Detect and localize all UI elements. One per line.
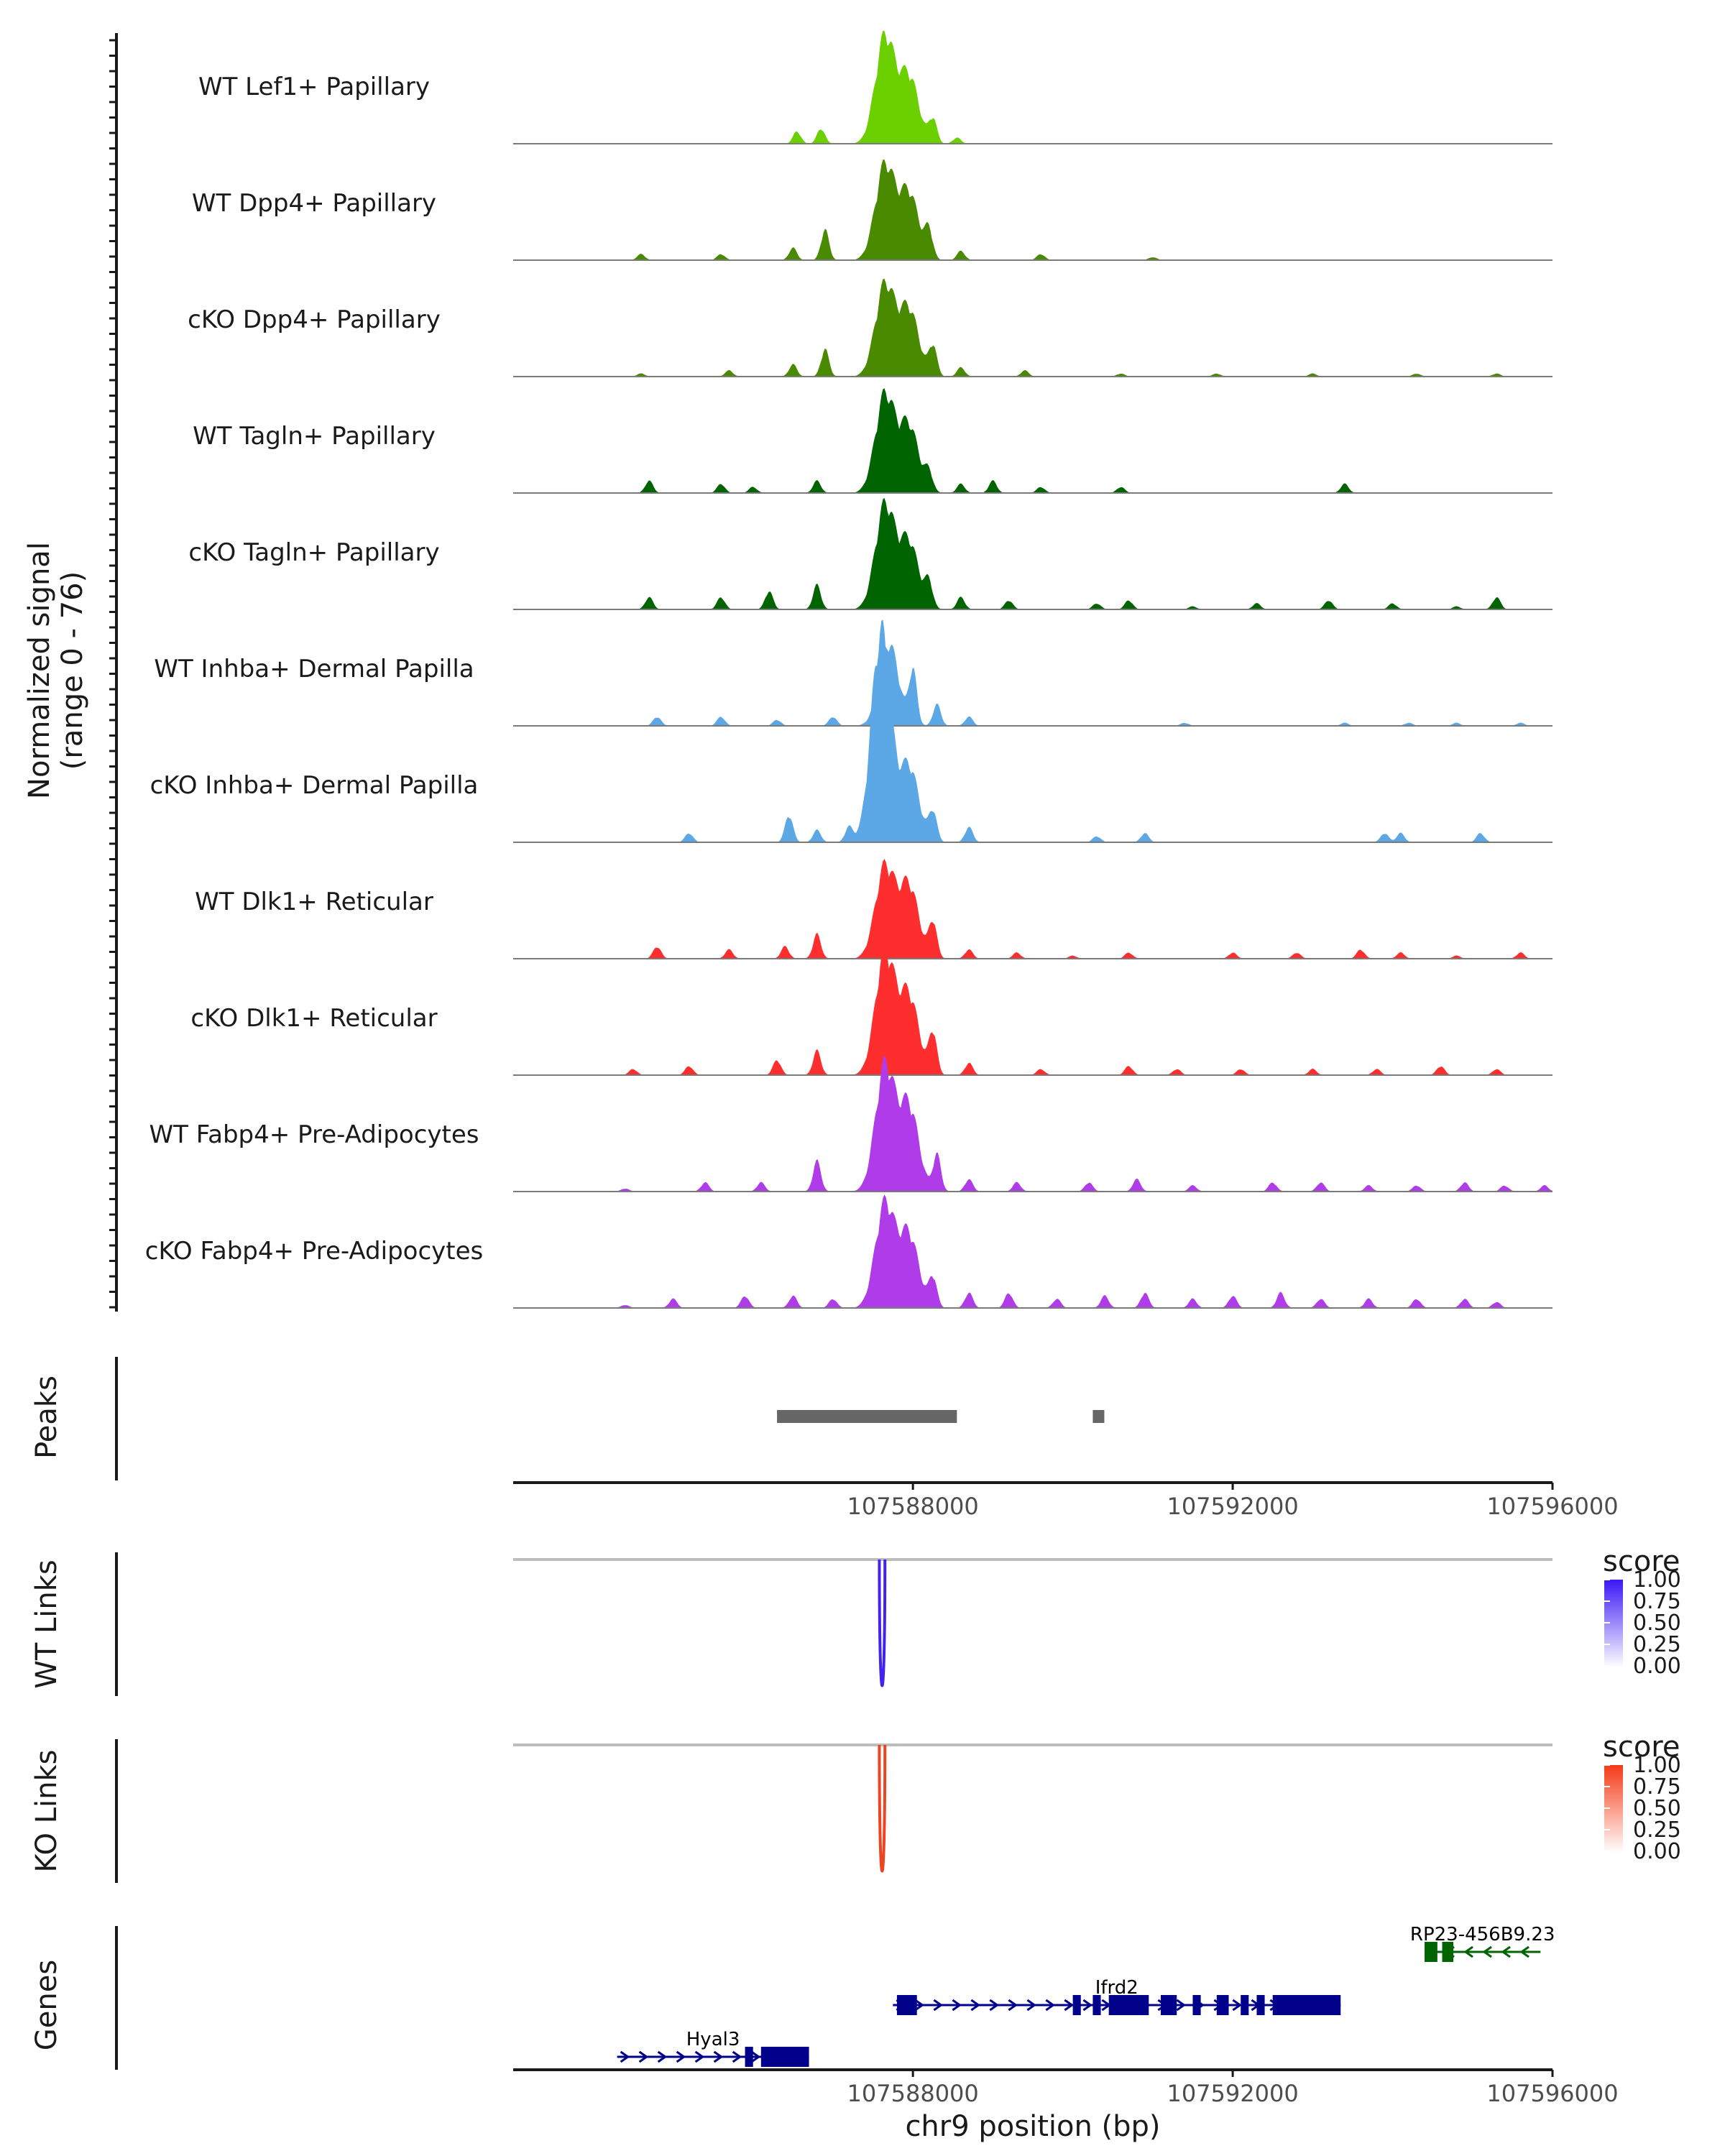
peak-bar bbox=[777, 1410, 957, 1423]
gene-strand-arrow bbox=[676, 2050, 686, 2063]
legend-tick-label: 0.75 bbox=[1633, 1774, 1681, 1800]
track-label: cKO Tagln+ Papillary bbox=[188, 538, 439, 567]
gene-name: RP23-456B9.23 bbox=[1410, 1924, 1555, 1945]
y-axis-label-line1: Normalized signal bbox=[23, 542, 56, 799]
x-tick-label: 107588000 bbox=[847, 1493, 979, 1520]
gene-strand-arrow bbox=[657, 2050, 668, 2063]
track-label: WT Lef1+ Papillary bbox=[198, 73, 430, 101]
gene-exon bbox=[1192, 1995, 1201, 2015]
gene-strand-arrow bbox=[694, 2050, 705, 2063]
peaks-label: Peaks bbox=[30, 1376, 63, 1459]
gene-strand-arrow bbox=[750, 2050, 761, 2063]
gene-name: Ifrd2 bbox=[1095, 1977, 1138, 1999]
y-axis-label-line2: (range 0 - 76) bbox=[56, 571, 89, 770]
peaks-panel: 107588000 107592000 107596000 bbox=[115, 1357, 1619, 1520]
gene-strand-arrow bbox=[1519, 1945, 1530, 1958]
gene-strand-arrow bbox=[1463, 1945, 1473, 1958]
legend-tick-label: 0.25 bbox=[1633, 1818, 1681, 1843]
gene-strand-arrow bbox=[1176, 1999, 1186, 2012]
gene-exon bbox=[1072, 1995, 1081, 2015]
gene-strand-arrow bbox=[1045, 1999, 1055, 2012]
gene-exon bbox=[896, 1995, 917, 2015]
coverage-area bbox=[513, 159, 1552, 260]
link-arc bbox=[878, 1744, 887, 1873]
gene-exon bbox=[1108, 1995, 1149, 2015]
track-label: WT Inhba+ Dermal Papilla bbox=[154, 655, 474, 683]
gene-name: Hyal3 bbox=[686, 2029, 740, 2050]
gene-strand-arrow bbox=[914, 1999, 924, 2012]
gene-exon bbox=[1442, 1942, 1454, 1962]
legend-title: score bbox=[1603, 1731, 1680, 1764]
legend-tick-label: 0.25 bbox=[1633, 1632, 1681, 1657]
x-tick-label: 107592000 bbox=[1167, 1493, 1298, 1520]
link-arc bbox=[878, 1559, 887, 1687]
x-tick-label: 107596000 bbox=[1486, 1493, 1618, 1520]
gene-exon bbox=[1241, 1995, 1249, 2015]
gene-strand-arrow bbox=[1008, 1999, 1018, 2012]
track-label: cKO Dpp4+ Papillary bbox=[188, 305, 441, 334]
track-label: WT Dlk1+ Reticular bbox=[195, 888, 433, 916]
legend-tick-label: 0.50 bbox=[1633, 1796, 1681, 1821]
legend-tick-label: 1.00 bbox=[1633, 1753, 1681, 1778]
legend-tick-label: 0.00 bbox=[1633, 1654, 1681, 1679]
gene-strand-arrow bbox=[1501, 1945, 1511, 1958]
x-tick-label: 107588000 bbox=[847, 2080, 979, 2107]
coverage-area bbox=[513, 278, 1552, 377]
coverage-area bbox=[513, 388, 1552, 493]
gene-strand-arrow bbox=[732, 2050, 742, 2063]
legend-tick-label: 0.50 bbox=[1633, 1611, 1681, 1636]
gene-exon bbox=[1092, 1995, 1101, 2015]
gene-strand-arrow bbox=[713, 2050, 724, 2063]
legend-tick-label: 1.00 bbox=[1633, 1567, 1681, 1593]
gene-strand-arrow bbox=[1232, 1999, 1242, 2012]
links-label: WT Links bbox=[30, 1560, 63, 1688]
gene-exon bbox=[1216, 1995, 1229, 2015]
x-tick-label: 107596000 bbox=[1486, 2080, 1618, 2107]
gene-strand-arrow bbox=[620, 2050, 630, 2063]
track-label: cKO Fabp4+ Pre-Adipocytes bbox=[145, 1237, 484, 1266]
gene-strand-arrow bbox=[970, 1999, 980, 2012]
coverage-area bbox=[513, 1194, 1552, 1308]
x-axis-label: chr9 position (bp) bbox=[905, 2110, 1160, 2143]
gene-exon bbox=[760, 2047, 809, 2067]
gene-exon bbox=[745, 2047, 753, 2067]
coverage-area bbox=[513, 619, 1552, 842]
track-label: WT Tagln+ Papillary bbox=[193, 422, 436, 451]
coverage-area bbox=[513, 942, 1552, 1075]
links-label: KO Links bbox=[30, 1750, 63, 1873]
track-label: cKO Dlk1+ Reticular bbox=[190, 1004, 437, 1033]
track-label: WT Fabp4+ Pre-Adipocytes bbox=[150, 1120, 479, 1149]
legend-title: score bbox=[1603, 1545, 1680, 1578]
genes-label: Genes bbox=[30, 1960, 63, 2050]
track-label: cKO Inhba+ Dermal Papilla bbox=[150, 771, 479, 800]
gene-strand-arrow bbox=[989, 1999, 999, 2012]
legend-tick-label: 0.75 bbox=[1633, 1589, 1681, 1614]
legend-tick-label: 0.00 bbox=[1633, 1839, 1681, 1864]
coverage-area bbox=[513, 497, 1552, 609]
genes-panel: RP23-456B9.23 Ifrd2 Hyal3 107588000 10759200… bbox=[115, 1924, 1619, 2107]
gene-strand-arrow bbox=[952, 1999, 962, 2012]
gene-strand-arrow bbox=[1082, 1999, 1092, 2012]
gene-exon bbox=[1160, 1995, 1177, 2015]
peak-bar bbox=[1092, 1410, 1105, 1423]
gene-exon bbox=[1256, 1995, 1265, 2015]
gene-exon bbox=[1272, 1995, 1341, 2015]
coverage-area bbox=[513, 644, 1552, 726]
coverage-area bbox=[513, 859, 1552, 959]
x-tick-label: 107592000 bbox=[1167, 2080, 1298, 2107]
coverage-tracks: WT Lef1+ Papillary WT Dpp4+ Papillary cKO … bbox=[109, 30, 1552, 1312]
track-label: WT Dpp4+ Papillary bbox=[192, 189, 436, 218]
gene-strand-arrow bbox=[1482, 1945, 1492, 1958]
gene-exon bbox=[1425, 1942, 1438, 1962]
gene-strand-arrow bbox=[933, 1999, 943, 2012]
coverage-area bbox=[513, 30, 1552, 144]
gene-strand-arrow bbox=[1026, 1999, 1036, 2012]
gene-strand-arrow bbox=[638, 2050, 649, 2063]
gene-strand-arrow bbox=[1064, 1999, 1074, 2012]
